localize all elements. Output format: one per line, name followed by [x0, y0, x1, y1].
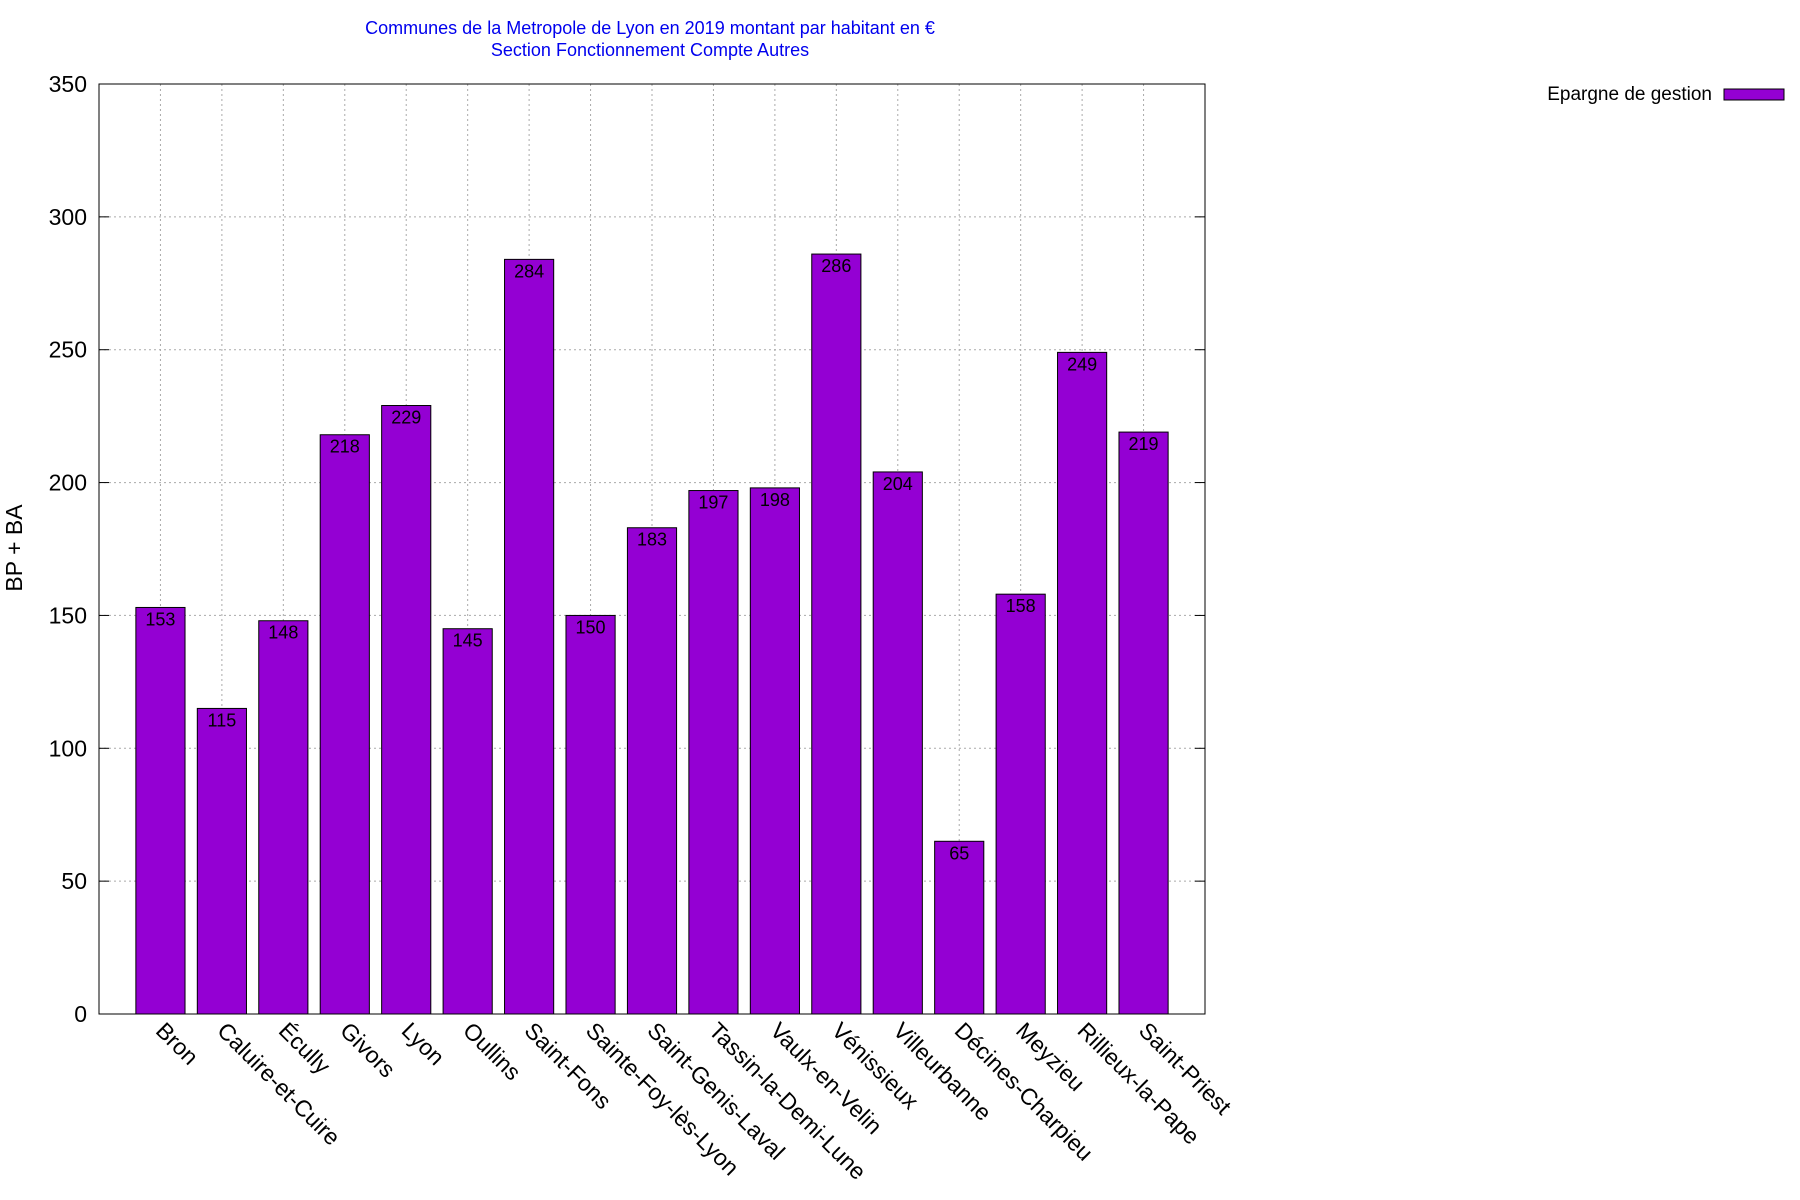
- bar: [1057, 351, 1108, 1015]
- legend-label: Epargne de gestion: [1547, 84, 1712, 105]
- bar: [626, 527, 678, 1015]
- data-label: 204: [883, 474, 913, 494]
- bar: [258, 620, 309, 1015]
- bar: [995, 593, 1046, 1015]
- bar: [135, 606, 186, 1015]
- data-label: 65: [949, 843, 969, 863]
- data-label: 145: [453, 631, 483, 651]
- x-tick-label: Givors: [335, 1017, 400, 1082]
- bar: [565, 614, 616, 1015]
- data-label: 284: [514, 261, 544, 281]
- y-axis-label: BP + BA: [1, 504, 27, 592]
- x-tick-label: Bron: [151, 1017, 204, 1070]
- y-tick-label: 300: [49, 204, 87, 230]
- data-label: 197: [698, 493, 728, 513]
- x-tick-label: Oullins: [458, 1017, 526, 1085]
- data-label: 249: [1067, 354, 1097, 374]
- y-tick-label: 100: [49, 735, 87, 761]
- data-label: 183: [637, 530, 667, 550]
- data-label: 219: [1129, 434, 1159, 454]
- bar: [319, 434, 370, 1015]
- y-tick-label: 200: [49, 470, 87, 496]
- legend-swatch: [1723, 88, 1785, 101]
- bar: [872, 471, 923, 1015]
- bar: [1118, 431, 1169, 1015]
- data-label: 229: [391, 408, 421, 428]
- y-tick-label: 350: [49, 71, 87, 97]
- bar: [934, 840, 985, 1015]
- y-tick-label: 50: [61, 868, 87, 894]
- chart-title: Communes de la Metropole de Lyon en 2019…: [365, 18, 935, 38]
- data-label: 198: [760, 490, 790, 510]
- bar: [504, 258, 555, 1015]
- chart-subtitle: Section Fonctionnement Compte Autres: [491, 40, 809, 60]
- bar: [381, 405, 432, 1015]
- data-label: 150: [576, 617, 606, 637]
- bar: [442, 628, 493, 1015]
- data-label: 158: [1006, 596, 1036, 616]
- data-label: 218: [330, 437, 360, 457]
- x-tick-label: Lyon: [397, 1017, 450, 1070]
- bar: [688, 490, 739, 1015]
- data-label: 148: [268, 623, 298, 643]
- data-label: 286: [821, 256, 851, 276]
- y-tick-label: 250: [49, 337, 87, 363]
- bar: [749, 487, 800, 1015]
- bar: [196, 707, 247, 1015]
- y-tick-label: 0: [74, 1001, 87, 1027]
- y-tick-label: 150: [49, 602, 87, 628]
- bar: [811, 253, 862, 1015]
- data-label: 115: [208, 710, 237, 730]
- data-label: 153: [145, 609, 175, 629]
- plot-frame: [98, 83, 1206, 1015]
